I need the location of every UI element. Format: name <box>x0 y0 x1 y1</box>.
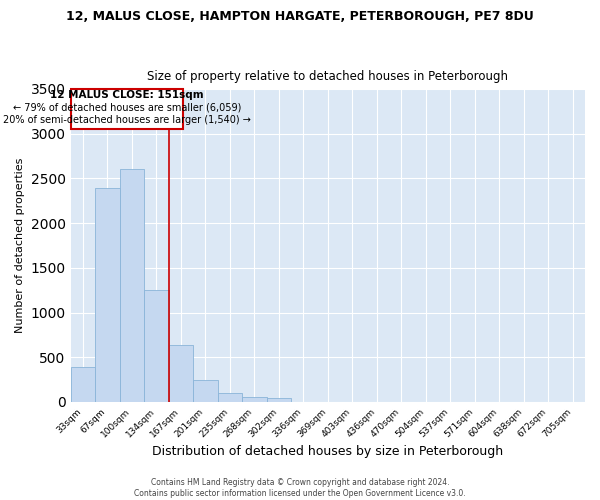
Text: 20% of semi-detached houses are larger (1,540) →: 20% of semi-detached houses are larger (… <box>3 115 251 125</box>
Text: ← 79% of detached houses are smaller (6,059): ← 79% of detached houses are smaller (6,… <box>13 102 241 113</box>
Bar <box>218 394 242 402</box>
Bar <box>266 398 291 402</box>
FancyBboxPatch shape <box>71 89 183 128</box>
Bar <box>193 380 218 402</box>
Bar <box>169 344 193 402</box>
Bar <box>71 367 95 402</box>
Bar <box>119 170 144 402</box>
Bar <box>95 188 119 402</box>
Text: Contains HM Land Registry data © Crown copyright and database right 2024.
Contai: Contains HM Land Registry data © Crown c… <box>134 478 466 498</box>
Title: Size of property relative to detached houses in Peterborough: Size of property relative to detached ho… <box>147 70 508 84</box>
Bar <box>242 397 266 402</box>
Text: 12 MALUS CLOSE: 151sqm: 12 MALUS CLOSE: 151sqm <box>50 90 203 100</box>
Text: 12, MALUS CLOSE, HAMPTON HARGATE, PETERBOROUGH, PE7 8DU: 12, MALUS CLOSE, HAMPTON HARGATE, PETERB… <box>66 10 534 23</box>
Y-axis label: Number of detached properties: Number of detached properties <box>15 158 25 333</box>
Bar <box>144 290 169 402</box>
X-axis label: Distribution of detached houses by size in Peterborough: Distribution of detached houses by size … <box>152 444 503 458</box>
